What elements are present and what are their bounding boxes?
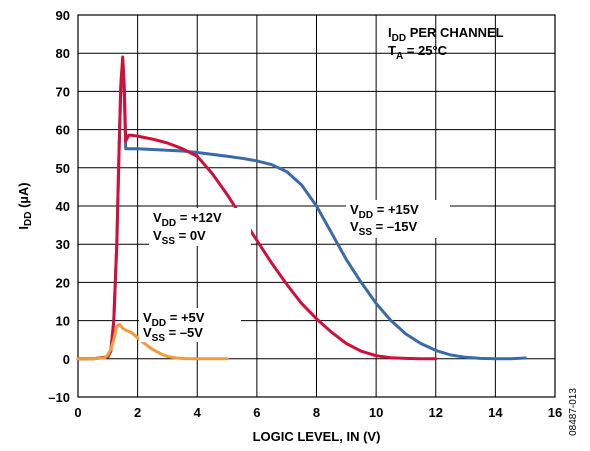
y-tick-label: 90 [56,8,70,23]
conditions-line-idd: IDD PER CHANNEL [388,25,504,44]
figure-id: 08487-013 [568,388,579,436]
x-tick-label: 16 [548,405,562,420]
series-label-15v: VDD = +15V VSS = –15V [346,200,450,238]
x-tick-label: 4 [194,405,202,420]
x-tick-label: 8 [313,405,320,420]
y-tick-label: 70 [56,84,70,99]
y-tick-label: 80 [56,46,70,61]
y-tick-label: 30 [56,237,70,252]
x-tick-label: 2 [134,405,141,420]
y-tick-label: –10 [48,390,70,405]
y-tick-label: 50 [56,161,70,176]
y-tick-label: 10 [56,314,70,329]
x-tick-label: 10 [369,405,383,420]
conditions-line-ta: TA = 25°C [388,43,448,62]
y-tick-label: 20 [56,275,70,290]
x-axis-title: LOGIC LEVEL, IN (V) [253,429,381,444]
x-tick-labels: 0 2 4 6 8 10 12 14 16 [74,405,562,420]
y-tick-label: 60 [56,123,70,138]
conditions-note: IDD PER CHANNEL TA = 25°C [388,25,504,62]
x-tick-label: 14 [488,405,503,420]
y-tick-label: 40 [56,199,70,214]
series-label-5v: VDD = +5V VSS = –5V [139,308,241,344]
x-tick-label: 12 [429,405,443,420]
y-axis-title: IDD (µA) [16,182,34,229]
series-label-12v: VDD = +12V VSS = 0V [149,208,251,247]
series-labels: VDD = +15V VSS = –15V VDD = +12V VSS = 0… [139,200,450,344]
y-tick-labels: –10 0 10 20 30 40 50 60 70 80 90 [48,8,70,405]
y-tick-label: 0 [63,352,70,367]
x-tick-label: 6 [253,405,260,420]
x-tick-label: 0 [74,405,81,420]
